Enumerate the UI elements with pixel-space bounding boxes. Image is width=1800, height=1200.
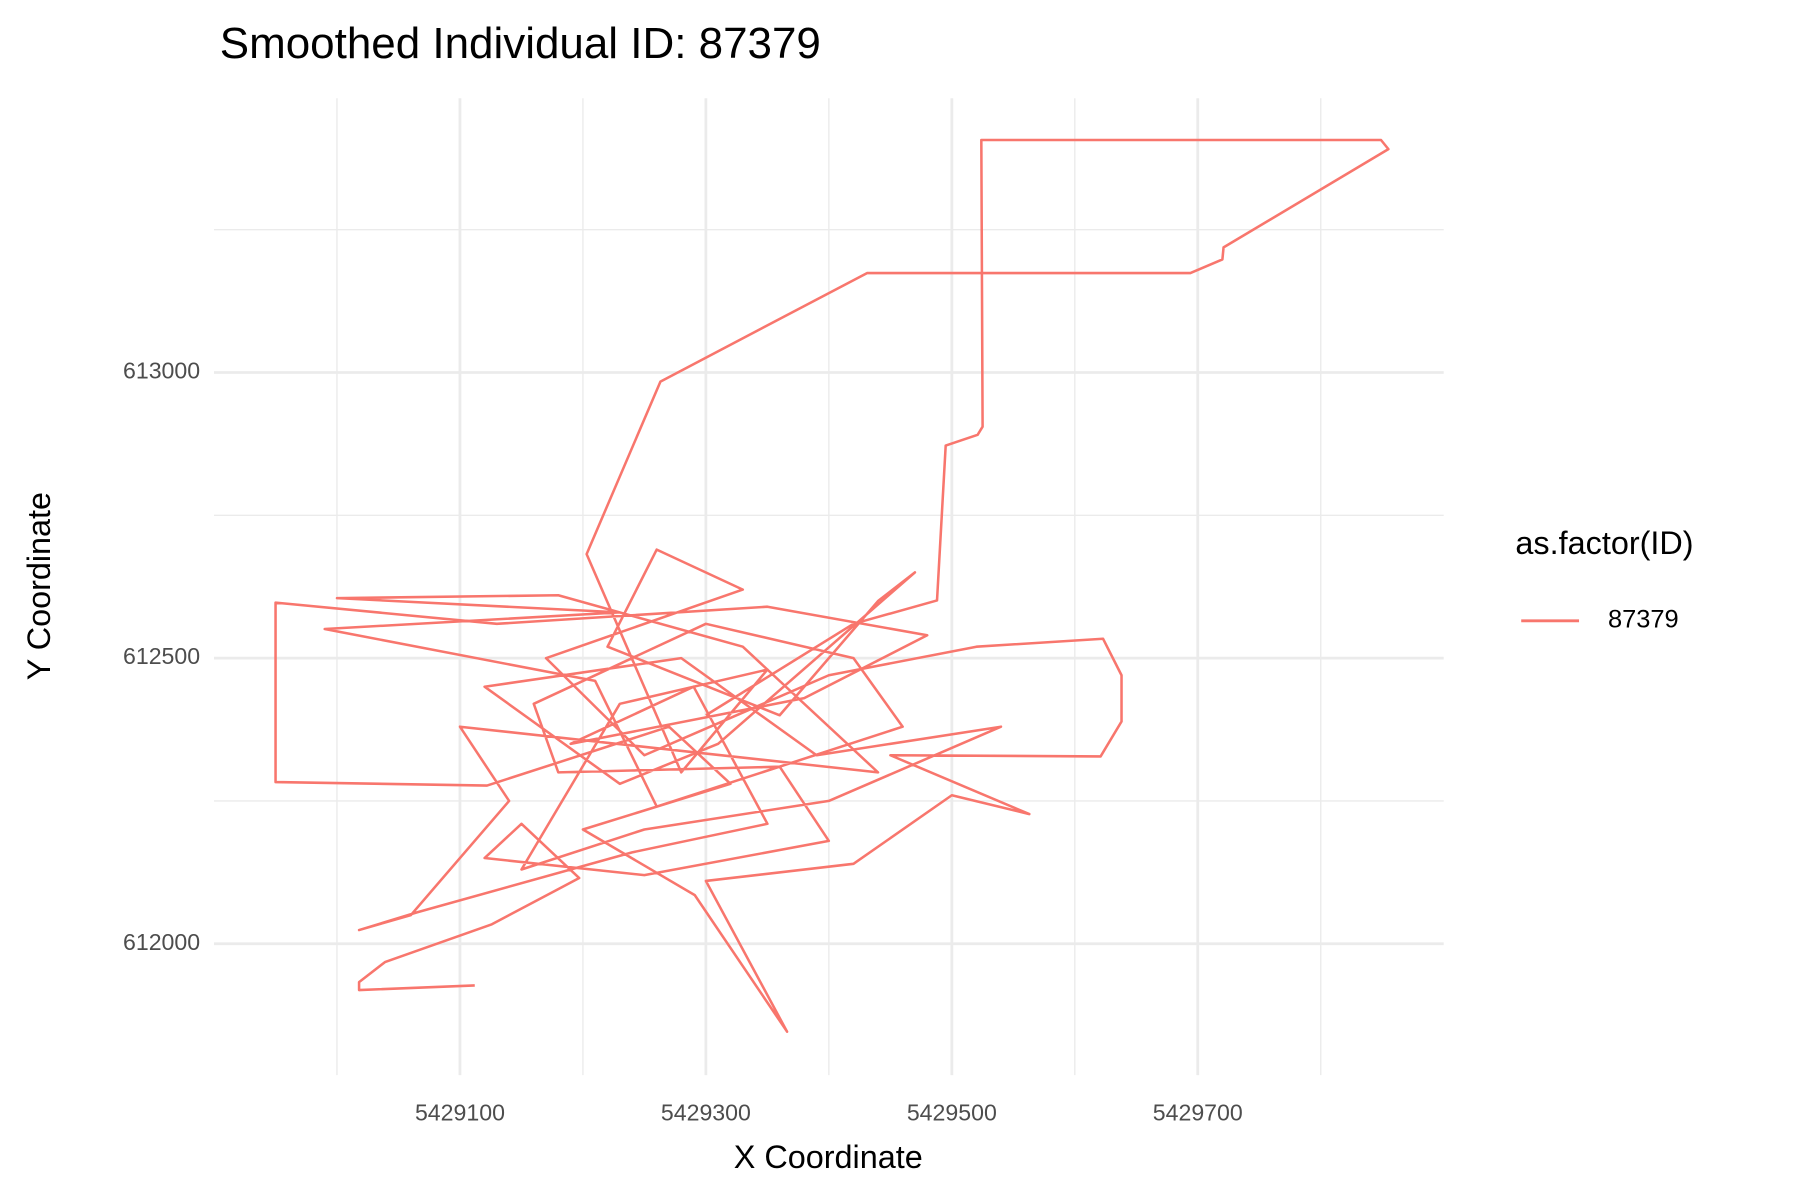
series-line bbox=[274, 138, 1390, 1033]
y-tick-label: 612000 bbox=[123, 929, 200, 955]
y-tick-label: 613000 bbox=[123, 358, 200, 384]
legend-label: 87379 bbox=[1608, 606, 1679, 634]
x-axis-title: X Coordinate bbox=[734, 1139, 923, 1175]
legend: 87379 bbox=[1521, 606, 1679, 634]
x-tick-label: 5429100 bbox=[415, 1100, 505, 1126]
x-tick-label: 5429700 bbox=[1153, 1100, 1243, 1126]
chart-title: Smoothed Individual ID: 87379 bbox=[220, 19, 821, 68]
grid: 5429100 5429300 5429500 5429700 612000 612500… bbox=[123, 98, 1444, 1126]
x-tick-label: 5429300 bbox=[661, 1100, 751, 1126]
plot-area bbox=[274, 138, 1390, 1033]
x-tick-label: 5429500 bbox=[907, 1100, 997, 1126]
y-tick-label: 612500 bbox=[123, 643, 200, 669]
y-axis-title: Y Coordinate bbox=[21, 492, 57, 680]
legend-title: as.factor(ID) bbox=[1515, 525, 1693, 561]
